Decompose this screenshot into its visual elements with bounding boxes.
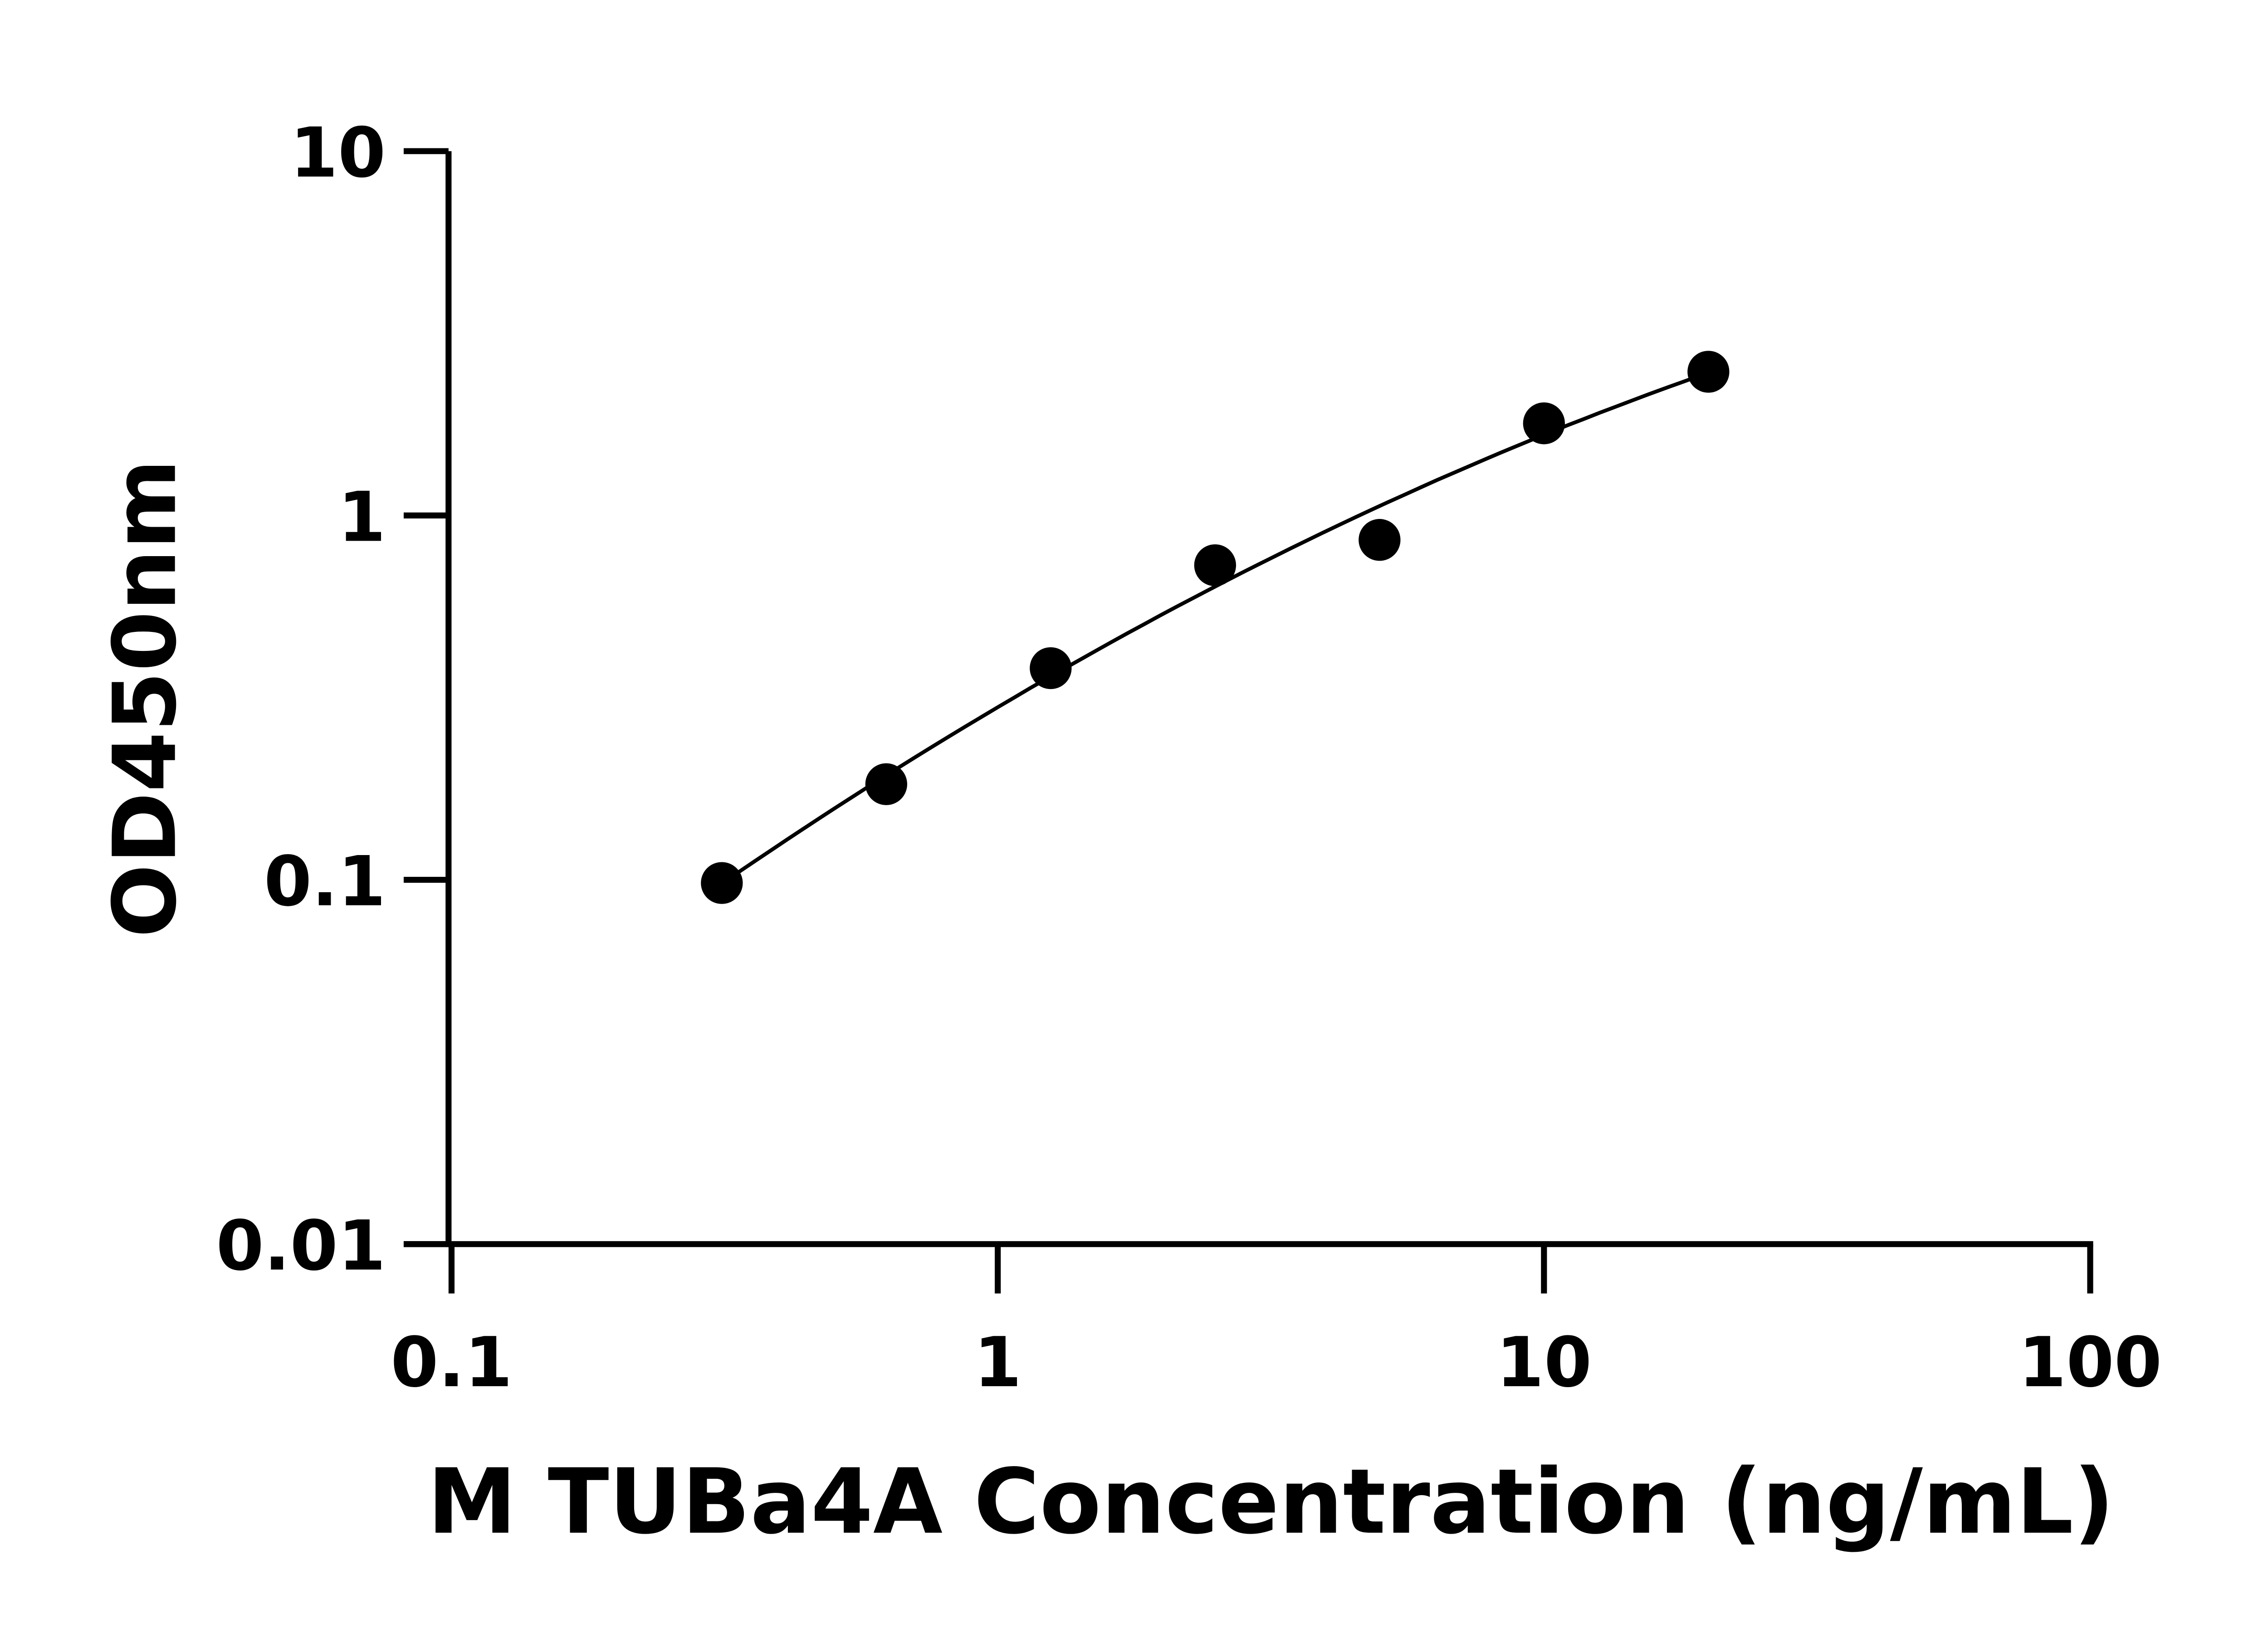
y-tick-label: 0.1 [264, 841, 386, 922]
data-point [1687, 351, 1730, 393]
y-tick-label: 1 [338, 477, 386, 557]
data-point [1030, 647, 1072, 689]
x-tick-label: 100 [2019, 1322, 2162, 1403]
data-point [1523, 402, 1565, 445]
y-tick-label: 10 [290, 112, 386, 193]
x-tick-label: 1 [974, 1322, 1022, 1403]
data-point [1359, 519, 1401, 561]
fit-curve [721, 375, 1698, 885]
x-tick-label: 0.1 [391, 1322, 513, 1403]
x-axis-label: M TUBa4A Concentration (ng/mL) [427, 1449, 2114, 1554]
data-point [865, 763, 907, 805]
y-tick-label: 0.01 [216, 1206, 386, 1286]
data-point [701, 862, 743, 904]
axes [403, 151, 2093, 1247]
y-axis-label: OD450nm [95, 459, 196, 938]
x-tick-label: 10 [1496, 1322, 1592, 1403]
data-point [1194, 544, 1236, 587]
